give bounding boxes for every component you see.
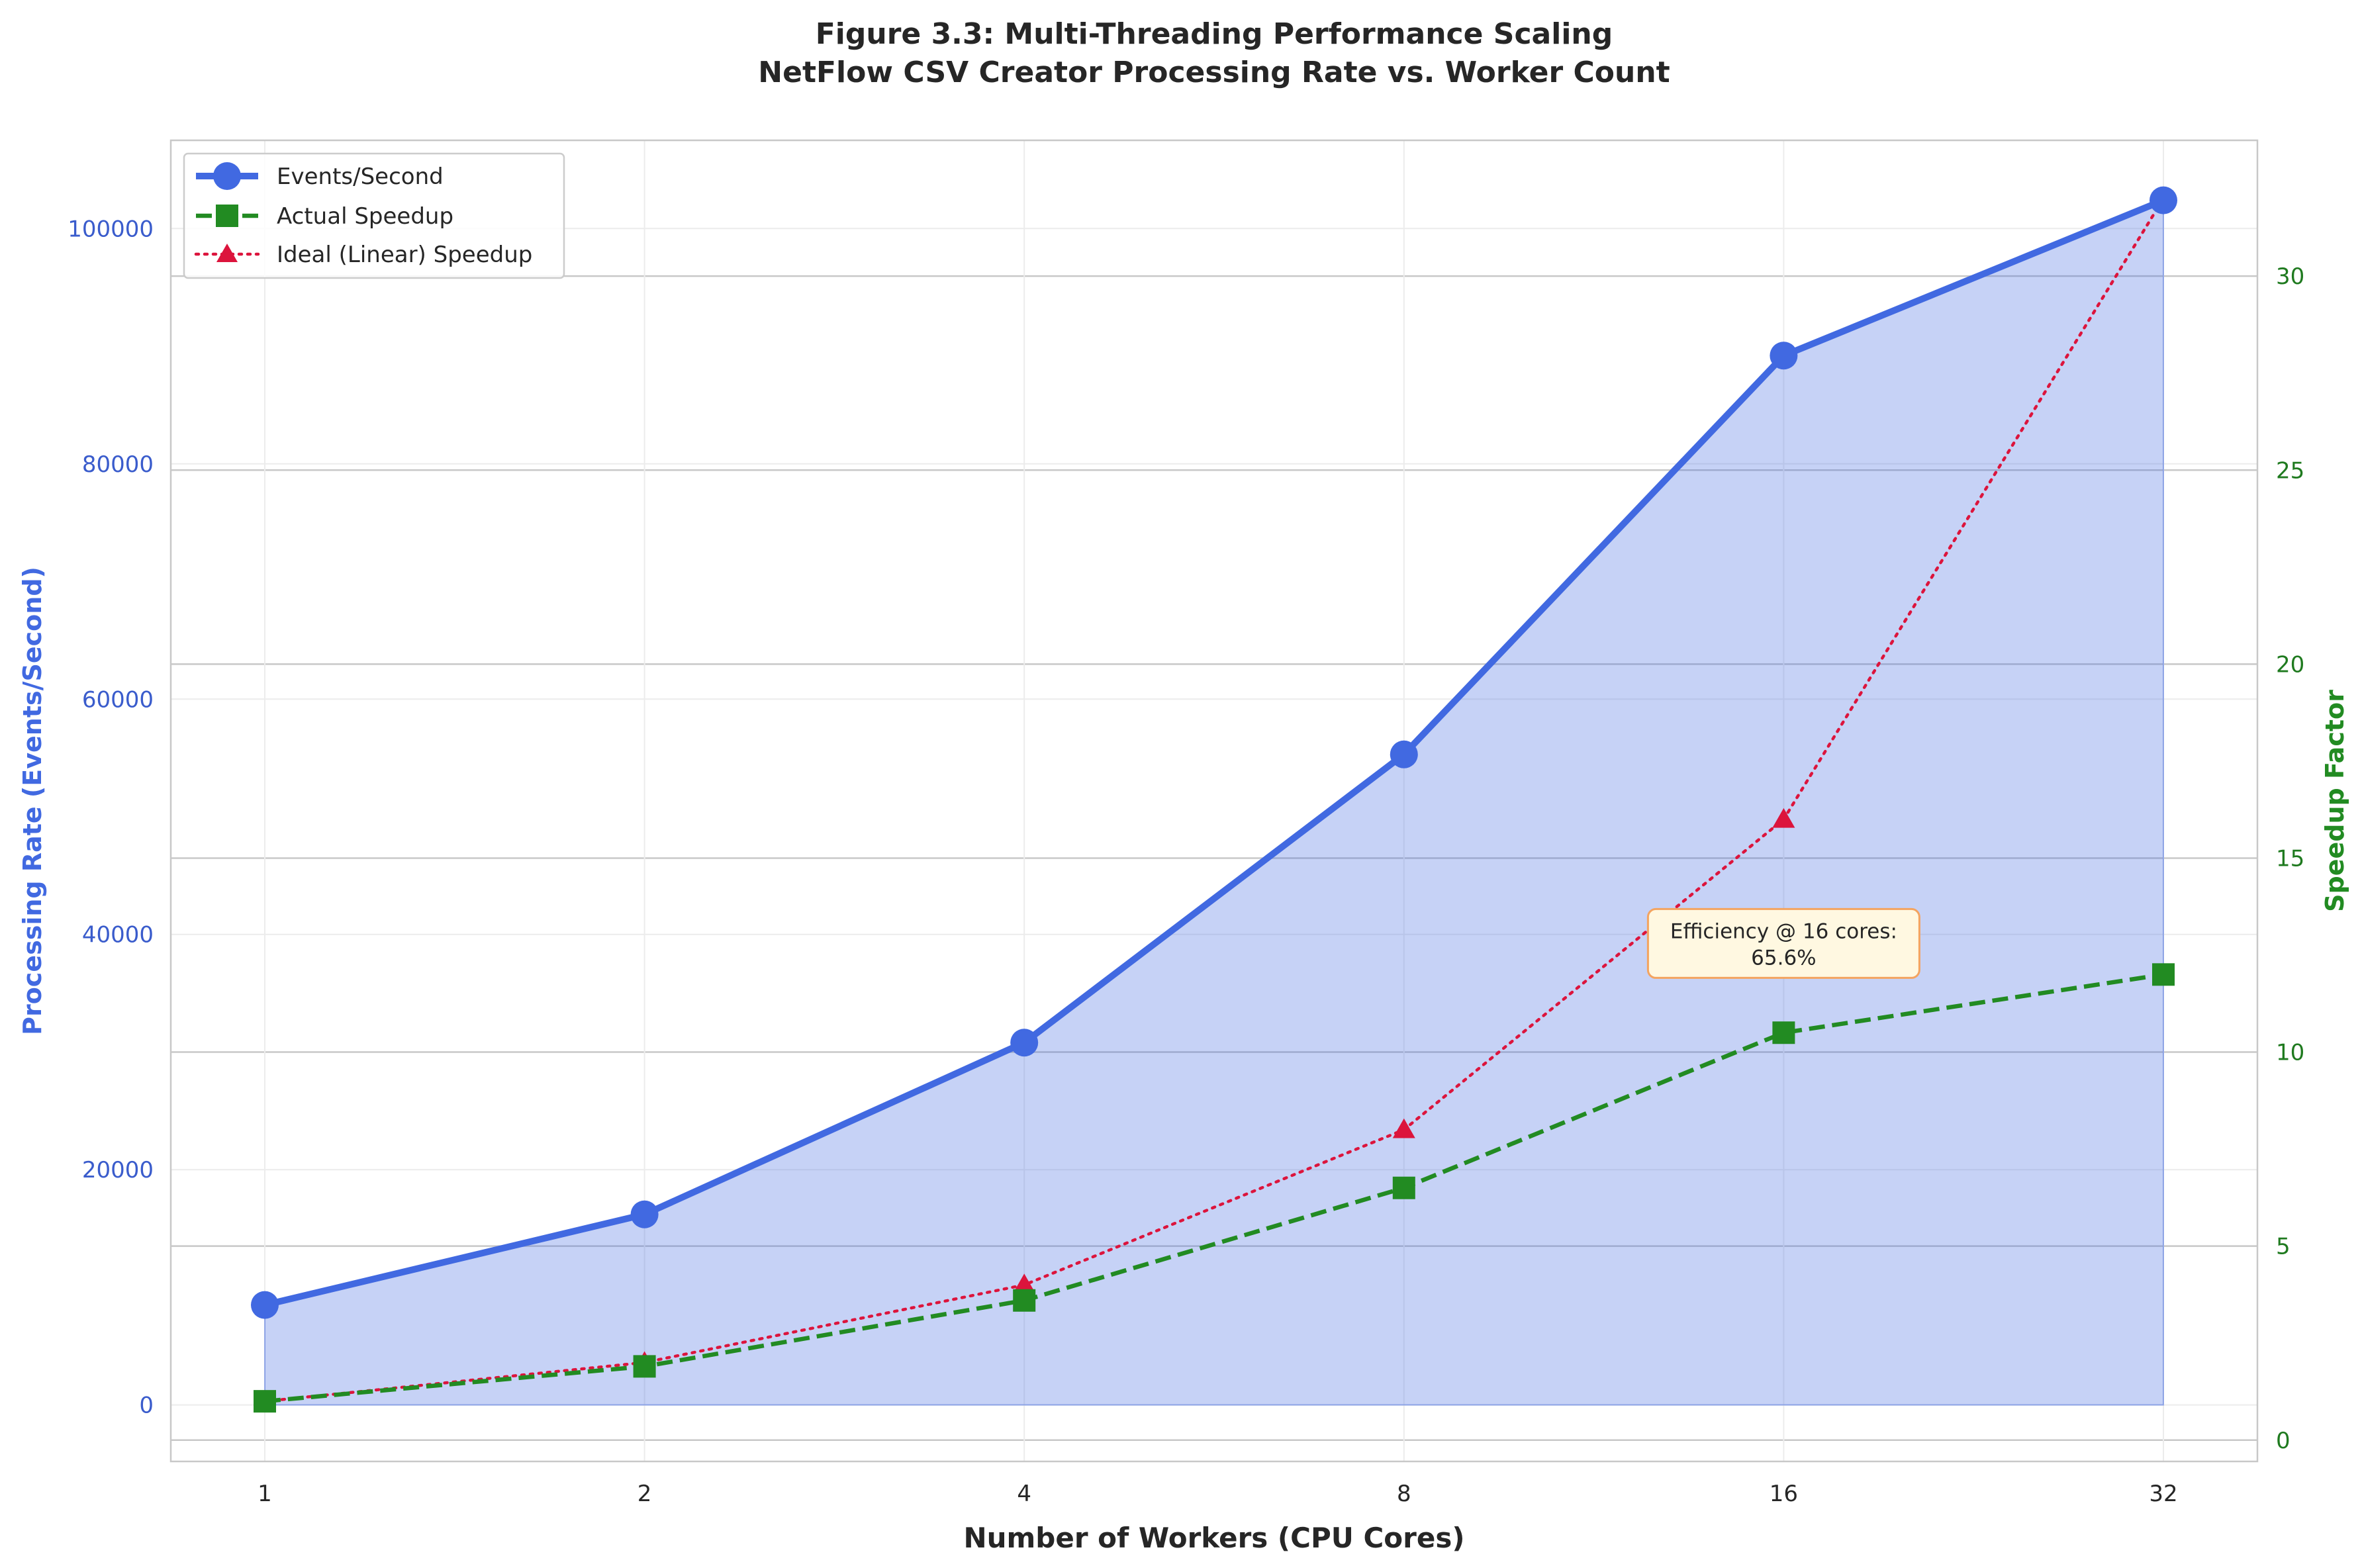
events-marker [2149,186,2177,214]
actual-speedup-marker [254,1390,276,1413]
x-tick-label: 8 [1397,1481,1411,1507]
events-marker [1390,740,1418,768]
left-tick-label: 80000 [82,451,154,478]
left-axis-ticks: 0 20000 40000 60000 80000 100000 [68,216,154,1418]
events-line [263,197,2165,1309]
x-axis-label: Number of Workers (CPU Cores) [963,1522,1464,1554]
series-actual-speedup [254,963,2175,1413]
right-tick-label: 25 [2276,457,2304,484]
left-y-axis-label: Processing Rate (Events/Second) [18,567,47,1035]
ideal-speedup-line [263,197,2165,1403]
actual-speedup-marker [2152,963,2175,986]
right-tick-label: 0 [2276,1428,2291,1454]
legend-label: Events/Second [277,163,444,190]
x-tick-label: 2 [638,1481,652,1507]
legend-label: Actual Speedup [277,203,453,230]
x-tick-label: 32 [2149,1481,2177,1507]
right-tick-label: 5 [2276,1234,2291,1260]
events-marker [1770,342,1798,370]
x-tick-label: 16 [1770,1481,1798,1507]
legend-ideal-marker [216,244,238,262]
left-tick-label: 40000 [82,922,154,948]
actual-speedup-marker [1392,1176,1415,1199]
chart-title: Figure 3.3: Multi-Threading Performance … [816,17,1613,51]
x-tick-label: 1 [258,1481,272,1507]
legend-actual-marker [216,205,238,227]
x-tick-label: 4 [1017,1481,1031,1507]
right-tick-label: 15 [2276,845,2304,872]
actual-speedup-marker [633,1355,656,1378]
ideal-speedup-marker [1013,1273,1036,1294]
left-gridlines [171,228,2257,1406]
left-tick-label: 20000 [82,1157,154,1183]
actual-speedup-marker [1772,1021,1795,1044]
right-y-axis-label: Speedup Factor [2320,690,2349,912]
ideal-speedup-marker [1772,807,1795,828]
annotation-line-1: Efficiency @ 16 cores: [1670,919,1897,943]
left-tick-label: 0 [139,1393,154,1419]
right-tick-label: 30 [2276,263,2304,290]
series-events-per-second [251,186,2177,1319]
right-axis-ticks: 0 5 10 15 20 25 30 [2276,263,2304,1454]
actual-speedup-line [264,972,2164,1404]
ideal-speedup-marker [1392,1118,1415,1138]
events-marker [251,1291,279,1319]
events-marker [630,1200,659,1228]
plot-frame [169,139,2259,1463]
chart-subtitle: NetFlow CSV Creator Processing Rate vs. … [758,56,1670,89]
annotation-box [1646,907,1920,979]
legend-events-marker [213,162,241,190]
annotation-line-2: 65.6% [1751,946,1816,970]
efficiency-annotation: Efficiency @ 16 cores: 65.6% [1646,907,1920,979]
x-axis-ticks: 1 2 4 8 16 32 [258,1481,2177,1507]
left-tick-label: 100000 [68,216,154,242]
events-marker [1010,1029,1039,1057]
right-tick-label: 10 [2276,1040,2304,1066]
legend: Events/Second Actual Speedup Ideal (Linear… [183,152,565,279]
legend-box [183,152,565,279]
left-tick-label: 60000 [82,686,154,713]
actual-speedup-marker [1013,1289,1036,1312]
legend-label: Ideal (Linear) Speedup [277,242,532,268]
right-tick-label: 20 [2276,651,2304,678]
